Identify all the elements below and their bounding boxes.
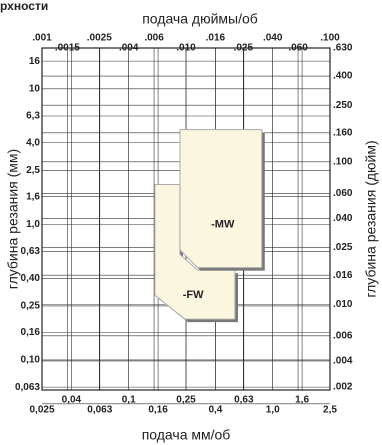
y2-tick-label: .060 [333,188,353,199]
x-tick-label: 0,1 [122,395,136,406]
region-label: -FW [183,289,204,301]
y-tick-label: 1,6 [26,191,40,202]
y2-tick-label: .025 [333,242,353,253]
x2-tick-label: .0025 [87,33,112,44]
x-axis-label: подача мм/об [142,427,231,443]
y-tick-label: 4,0 [26,137,40,148]
y-tick-label: 10 [29,83,41,94]
x-tick-label: 0,063 [87,405,112,416]
x2-axis-label: подача дюймы/об [142,11,258,27]
x2-tick-label: .025 [234,43,254,54]
y2-tick-label: .400 [333,71,353,82]
region [179,129,263,269]
y-tick-label: 6,3 [26,111,40,122]
x2-tick-label: .040 [263,33,283,44]
x2-tick-label: .060 [288,43,308,54]
y-tick-label: 0,16 [21,327,41,338]
header: рхности [0,0,48,13]
y2-axis-label: глубина резания (дюйм) [363,140,379,297]
y2-tick-label: .040 [333,213,353,224]
x-tick-label: 0,025 [29,405,54,416]
y2-tick-label: .100 [333,156,353,167]
x-tick-label: 0,4 [208,405,222,416]
x-tick-label: 2,5 [323,405,337,416]
x2-tick-label: .001 [32,33,52,44]
y2-tick-label: .004 [333,356,353,367]
y-tick-label: 0,63 [21,246,41,257]
x2-tick-label: .016 [206,33,226,44]
x-tick-label: 1,0 [266,405,280,416]
y2-tick-label: .002 [333,382,353,393]
x-tick-label: 0,16 [148,405,168,416]
y2-tick-label: .010 [333,299,353,310]
x-tick-label: 1,6 [295,395,309,406]
region-label: -MW [211,218,235,230]
x-tick-label: 0,25 [176,395,196,406]
y-tick-label: 0,40 [21,273,41,284]
y2-tick-label: .630 [333,43,353,54]
x-tick-label: 0,04 [62,395,82,406]
x2-tick-label: .010 [176,43,196,54]
y-tick-label: 2,5 [26,165,40,176]
y2-tick-label: .006 [333,330,353,341]
y-tick-label: 0,25 [21,301,41,312]
x-tick-label: 0,63 [234,395,254,406]
plot-frame [41,47,331,391]
x2-tick-label: .100 [320,33,340,44]
x2-tick-label: .0015 [55,43,80,54]
y-tick-label: 0,10 [21,355,41,366]
y2-tick-label: .250 [333,100,353,111]
y-axis-label: глубина резания (мм) [5,149,21,289]
y-tick-label: 16 [29,56,41,67]
y-tick-label: 1,0 [26,219,40,230]
y2-tick-label: .160 [333,127,353,138]
x2-tick-label: .006 [144,33,164,44]
x2-tick-label: .004 [119,43,139,54]
y2-tick-label: .016 [333,270,353,281]
y-tick-label: 0,063 [15,382,40,393]
